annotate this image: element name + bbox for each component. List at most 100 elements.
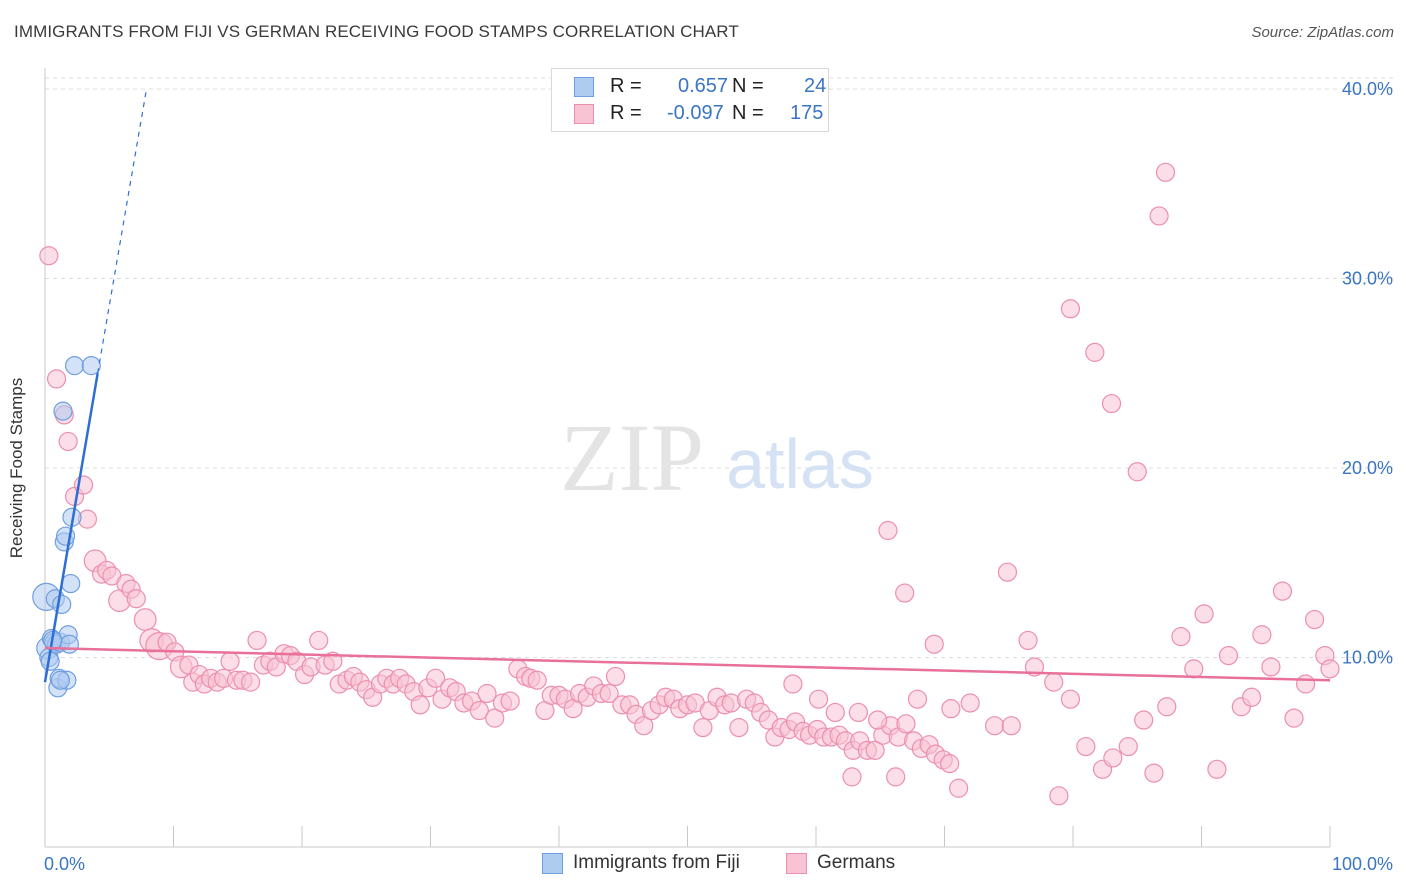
fiji-point: [50, 670, 71, 690]
german-point: [1194, 604, 1214, 624]
source-label: Source: ZipAtlas.com: [1251, 24, 1394, 41]
german-point: [868, 710, 888, 730]
german-point: [783, 674, 803, 694]
german-point: [1127, 462, 1147, 482]
german-point: [477, 683, 497, 704]
trend-lines: [43, 88, 1331, 683]
german-point: [126, 589, 146, 609]
german-point: [941, 699, 961, 719]
axes: [44, 68, 1331, 848]
y-tick-label: 30.0%: [1342, 268, 1393, 288]
german-point: [1049, 786, 1069, 806]
german-point: [878, 520, 898, 541]
german-point: [1242, 687, 1262, 707]
y-tick-label: 20.0%: [1342, 458, 1393, 478]
german-point: [1171, 627, 1191, 647]
german-point: [842, 767, 862, 787]
german-point: [1261, 657, 1281, 677]
chart-title: IMMIGRANTS FROM FIJI VS GERMAN RECEIVING…: [14, 22, 739, 41]
germans-r-label: R =: [610, 102, 642, 124]
german-point: [485, 708, 505, 728]
german-point: [1134, 710, 1154, 730]
fiji-n-value: 24: [804, 75, 827, 97]
german-point: [1149, 206, 1169, 226]
german-point: [895, 583, 915, 603]
german-point: [1101, 393, 1122, 414]
german-point: [1144, 763, 1164, 783]
german-point: [599, 683, 619, 704]
german-point: [886, 767, 906, 787]
german-point: [527, 670, 547, 690]
y-tick-label: 10.0%: [1342, 647, 1393, 667]
german-point: [960, 693, 980, 713]
german-point: [997, 562, 1018, 582]
german-point: [39, 246, 59, 266]
german-point: [1218, 645, 1239, 666]
germans-trend-line: [44, 646, 1331, 682]
y-tick-label: 40.0%: [1342, 79, 1393, 99]
german-point: [426, 668, 446, 688]
watermark-atlas: atlas: [726, 425, 874, 503]
fiji-point: [81, 356, 101, 376]
german-point: [469, 700, 489, 721]
bottom-fiji-label: Immigrants from Fiji: [573, 852, 740, 873]
german-point: [1207, 759, 1227, 779]
german-point: [500, 691, 520, 711]
german-point: [1018, 630, 1038, 651]
german-point: [985, 716, 1005, 736]
german-point: [634, 716, 654, 736]
german-point: [896, 714, 916, 734]
german-point: [1060, 689, 1081, 709]
gridlines: [45, 77, 1393, 658]
watermark-zip: ZIP: [560, 404, 704, 511]
german-point: [924, 634, 944, 654]
german-point: [1272, 581, 1293, 601]
fiji-n-label: N =: [732, 75, 764, 97]
fiji-trend-line: [43, 373, 99, 683]
german-point: [1304, 609, 1325, 630]
german-point: [58, 431, 78, 452]
stats-legend: R = 0.657 N = 24 R = -0.097 N = 175: [551, 68, 829, 132]
x-tick-label-max: 100.0%: [1332, 854, 1393, 874]
german-point: [605, 666, 626, 687]
fiji-swatch: [574, 77, 594, 97]
german-point: [1284, 708, 1304, 728]
german-point: [133, 608, 157, 631]
german-point: [1252, 625, 1272, 645]
german-point: [848, 702, 869, 723]
fiji-point: [59, 634, 80, 654]
fiji-point: [61, 573, 81, 594]
fiji-r-value: 0.657: [678, 75, 729, 97]
german-point: [1001, 716, 1021, 736]
germans-r-value: -0.097: [667, 102, 724, 124]
fiji-point: [53, 401, 73, 421]
german-point: [1295, 674, 1316, 694]
german-point: [220, 651, 240, 671]
german-point: [940, 754, 960, 774]
german-point: [1184, 659, 1204, 679]
fiji-point: [52, 594, 72, 615]
german-point: [1076, 736, 1096, 757]
german-point: [808, 689, 829, 709]
german-point: [46, 369, 67, 389]
german-point: [693, 718, 713, 738]
german-point: [1060, 299, 1081, 319]
german-point: [825, 702, 845, 723]
german-point: [247, 630, 267, 651]
germans-swatch: [574, 104, 594, 124]
bottom-germans-swatch: [786, 853, 807, 874]
german-point: [949, 778, 969, 798]
german-point: [1118, 736, 1138, 757]
german-point: [865, 740, 885, 760]
y-axis-label: Receiving Food Stamps: [7, 377, 26, 559]
watermark: ZIP atlas: [560, 404, 874, 511]
german-point: [1085, 342, 1105, 362]
fiji-trend-extension: [97, 88, 148, 374]
bottom-germans-label: Germans: [817, 852, 896, 873]
german-point: [1320, 659, 1340, 679]
german-point: [241, 672, 261, 692]
german-point: [309, 630, 329, 651]
german-point: [729, 718, 749, 738]
germans-points: [39, 162, 1340, 806]
